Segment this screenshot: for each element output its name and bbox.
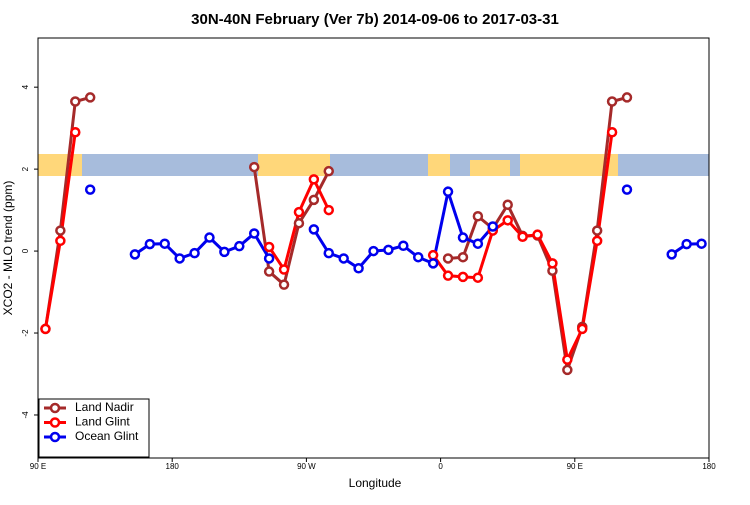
data-point bbox=[293, 217, 305, 229]
data-point bbox=[696, 238, 707, 249]
data-point bbox=[144, 238, 156, 250]
data-point bbox=[562, 364, 573, 376]
legend-label: Ocean Glint bbox=[75, 429, 139, 443]
data-point bbox=[248, 161, 260, 173]
data-point bbox=[412, 251, 424, 263]
map-band bbox=[38, 154, 709, 176]
data-point bbox=[323, 165, 335, 177]
data-point bbox=[308, 194, 320, 206]
data-point bbox=[278, 279, 290, 290]
x-tick-label: 180 bbox=[166, 462, 180, 471]
land-band bbox=[470, 160, 510, 176]
plot-frame bbox=[37, 37, 710, 459]
data-point bbox=[323, 247, 335, 259]
data-point bbox=[472, 210, 484, 222]
data-point bbox=[308, 174, 320, 185]
data-point bbox=[174, 253, 185, 264]
data-point bbox=[502, 215, 513, 226]
y-tick-label: 0 bbox=[21, 248, 30, 253]
x-axis-label: Longitude bbox=[349, 476, 402, 490]
data-point bbox=[338, 253, 349, 264]
legend-label: Land Glint bbox=[75, 415, 130, 429]
data-point bbox=[621, 92, 633, 103]
data-point bbox=[248, 228, 260, 239]
data-point bbox=[189, 247, 200, 259]
x-tick-label: 90 E bbox=[567, 462, 583, 471]
y-axis-label: XCO2 - MLO trend (ppm) bbox=[1, 181, 15, 316]
data-point bbox=[457, 271, 469, 283]
data-point bbox=[666, 249, 677, 260]
data-point bbox=[55, 225, 66, 236]
data-point bbox=[591, 225, 603, 236]
plot-area bbox=[40, 92, 707, 376]
y-tick-label: 4 bbox=[21, 84, 30, 89]
data-point bbox=[472, 272, 484, 283]
data-point bbox=[278, 264, 290, 275]
x-tick-label: 180 bbox=[702, 462, 716, 471]
data-point bbox=[308, 224, 320, 235]
data-point bbox=[398, 240, 409, 251]
data-point bbox=[427, 258, 439, 269]
data-point bbox=[442, 186, 454, 197]
chart-title: 30N-40N February (Ver 7b) 2014-09-06 to … bbox=[191, 11, 559, 28]
data-point bbox=[263, 266, 275, 277]
data-point bbox=[532, 229, 543, 240]
data-point bbox=[159, 238, 170, 249]
data-point bbox=[293, 206, 305, 218]
y-tick-label: 2 bbox=[21, 166, 30, 171]
data-point bbox=[517, 231, 528, 242]
data-point bbox=[577, 323, 588, 335]
y-tick-label: -4 bbox=[21, 411, 30, 419]
x-tick-label: 0 bbox=[438, 462, 443, 471]
data-point bbox=[591, 235, 603, 247]
data-point bbox=[263, 241, 275, 253]
data-point bbox=[472, 238, 484, 249]
data-point bbox=[323, 204, 335, 216]
data-point bbox=[502, 199, 513, 211]
legend-marker bbox=[49, 402, 61, 414]
legend-marker bbox=[49, 431, 61, 443]
data-point bbox=[353, 263, 364, 274]
land-band bbox=[520, 154, 618, 176]
data-point bbox=[487, 221, 499, 232]
x-tick-label: 90 E bbox=[30, 462, 46, 471]
data-point bbox=[368, 245, 379, 257]
data-point bbox=[562, 354, 573, 365]
data-point bbox=[606, 96, 618, 107]
data-point bbox=[606, 126, 618, 138]
data-point bbox=[204, 232, 215, 243]
land-band bbox=[428, 154, 450, 176]
data-point bbox=[40, 323, 51, 335]
data-point bbox=[263, 253, 275, 264]
y-tick-label: -2 bbox=[21, 329, 30, 337]
data-point bbox=[442, 253, 454, 264]
data-point bbox=[547, 258, 558, 269]
data-point bbox=[70, 96, 81, 107]
data-point bbox=[84, 92, 96, 103]
data-point bbox=[442, 270, 454, 281]
land-band bbox=[38, 154, 82, 176]
x-tick-label: 90 W bbox=[297, 462, 316, 471]
legend-label: Land Nadir bbox=[75, 400, 134, 414]
data-point bbox=[457, 232, 469, 243]
data-point bbox=[129, 249, 141, 260]
land-band bbox=[258, 154, 330, 176]
legend-marker bbox=[49, 417, 61, 428]
data-point bbox=[55, 235, 66, 247]
data-point bbox=[219, 246, 230, 258]
data-point bbox=[84, 184, 96, 195]
data-point bbox=[234, 240, 245, 252]
data-point bbox=[70, 126, 81, 138]
data-point bbox=[457, 251, 469, 263]
data-point bbox=[383, 244, 394, 256]
data-point bbox=[681, 238, 692, 250]
data-point bbox=[427, 249, 439, 261]
data-point bbox=[621, 184, 633, 195]
